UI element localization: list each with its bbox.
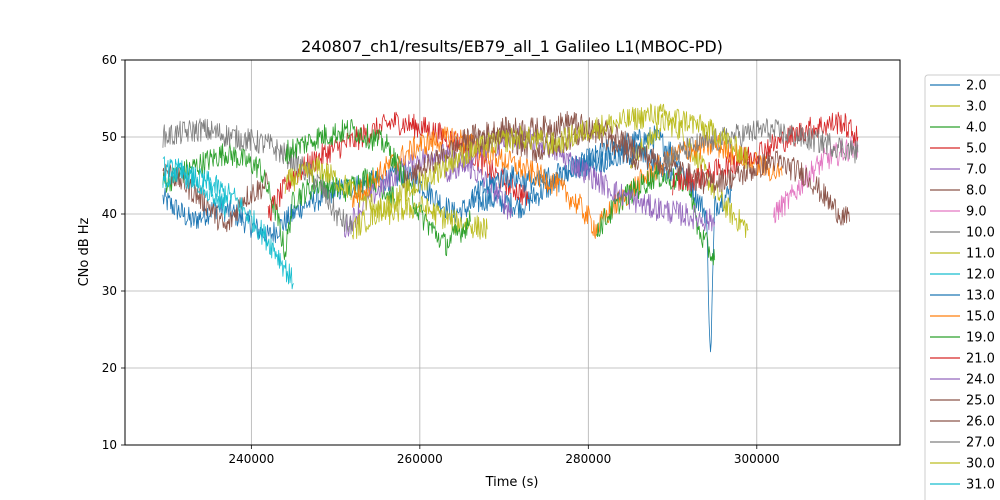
series-line-15-0 [352,126,783,239]
series-line-26-0 [402,111,640,191]
x-tick-label: 280000 [565,452,611,466]
legend-label: 15.0 [966,310,995,325]
legend-label: 4.0 [966,121,987,136]
legend-label: 3.0 [966,100,987,115]
plot-frame [124,59,901,446]
plot-background [125,60,900,445]
legend-label: 21.0 [966,352,995,367]
x-tick-label: 240000 [228,452,274,466]
legend-label: 31.0 [966,478,995,493]
legend-label: 27.0 [966,436,995,451]
series-line-3-0 [630,110,749,238]
series-line-31-0 [162,158,227,217]
legend-label: 26.0 [966,415,995,430]
y-tick-label: 50 [102,130,117,144]
series-line-10-0 [162,118,353,235]
y-tick-label: 40 [102,207,117,221]
legend-label: 30.0 [966,457,995,472]
legend-label: 19.0 [966,331,995,346]
x-tick-label: 260000 [397,452,443,466]
legend-label: 2.0 [966,79,987,94]
series-line-11-0 [284,156,488,240]
series-line-9-0 [773,134,859,224]
y-tick-label: 20 [102,361,117,375]
series-line-8-0 [162,163,269,233]
legend-label: 7.0 [966,163,987,178]
series-layer [162,103,859,353]
legend-label: 9.0 [966,205,987,220]
y-axis: 10 20 30 40 50 60 [102,53,125,452]
chart-title: 240807_ch1/results/EB79_all_1 Galileo L1… [301,37,723,57]
legend-label: 25.0 [966,394,995,409]
legend-box [924,74,1000,500]
y-tick-label: 60 [102,53,117,67]
legend-label: 13.0 [966,289,995,304]
x-tick-label: 300000 [734,452,780,466]
legend-label: 24.0 [966,373,995,388]
y-axis-label: CNo dB Hz [77,217,92,286]
series-line-27-0 [663,118,859,170]
series-line-2-0 [162,125,732,353]
y-tick-label: 10 [102,438,117,452]
legend-label: 12.0 [966,268,995,283]
x-axis-label: Time (s) [485,475,539,490]
y-tick-label: 30 [102,284,117,298]
legend-label: 8.0 [966,184,987,199]
series-line-25-0 [470,119,850,226]
legend-label: 5.0 [966,142,987,157]
x-axis: 240000 260000 280000 300000 [228,445,780,466]
legend-label: 11.0 [966,247,995,262]
series-line-30-0 [352,103,749,240]
series-line-21-0 [672,111,859,196]
legend: 2.0 3.0 4.0 5.0 7.0 8.0 9.0 10.0 11.0 12.0 13.0 15.… [924,74,1000,500]
legend-label: 10.0 [966,226,995,241]
series-line-19-0 [284,119,471,257]
